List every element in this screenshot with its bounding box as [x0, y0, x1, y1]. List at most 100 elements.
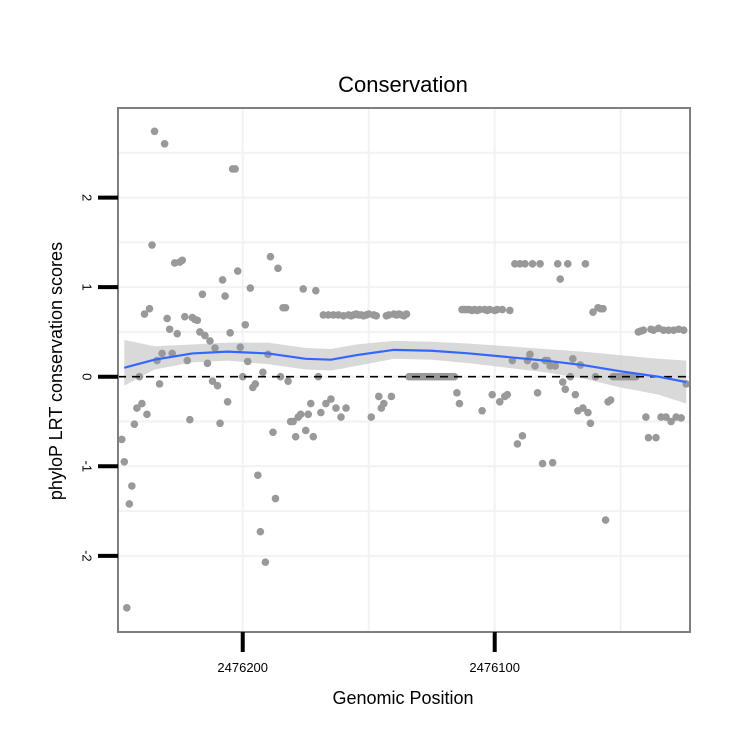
- grid-layer: [118, 108, 690, 632]
- data-point: [150, 127, 159, 136]
- data-point: [256, 527, 265, 536]
- data-point: [317, 408, 325, 417]
- data-point: [203, 359, 212, 368]
- data-point: [667, 417, 675, 426]
- data-point: [180, 312, 189, 321]
- data-point: [291, 432, 300, 441]
- data-point: [521, 260, 529, 268]
- data-point: [231, 165, 239, 173]
- data-point: [213, 381, 222, 390]
- data-point: [327, 395, 335, 403]
- data-point: [538, 459, 547, 468]
- data-point: [495, 397, 504, 406]
- data-point: [536, 260, 544, 268]
- data-point: [528, 260, 537, 268]
- data-point: [639, 326, 648, 334]
- y-axis-title: phyloP LRT conservation scores: [46, 242, 66, 500]
- data-point: [561, 385, 570, 394]
- data-point: [606, 396, 615, 404]
- data-point: [322, 399, 330, 408]
- data-point: [178, 256, 187, 265]
- data-point: [306, 399, 315, 408]
- y-tick-label: -2: [80, 550, 95, 562]
- data-point: [375, 392, 383, 401]
- data-point: [652, 433, 660, 442]
- data-point: [533, 389, 542, 397]
- data-point: [163, 314, 171, 323]
- data-point: [218, 276, 227, 284]
- data-point: [289, 417, 297, 426]
- data-point: [677, 414, 685, 422]
- data-point: [531, 362, 539, 370]
- data-point: [117, 435, 126, 444]
- data-point: [148, 241, 156, 249]
- chart-title: Conservation: [338, 72, 468, 97]
- data-point: [478, 406, 486, 415]
- data-point: [503, 390, 512, 399]
- data-point: [145, 304, 154, 313]
- ticks-layer: 2476200 2476100 2 1 0 -1 -2: [80, 194, 520, 675]
- data-point: [518, 432, 527, 440]
- data-point: [238, 372, 247, 381]
- data-point: [254, 471, 262, 480]
- data-point: [206, 337, 214, 345]
- data-point: [553, 260, 562, 268]
- data-point: [143, 410, 151, 419]
- data-point: [221, 292, 229, 300]
- data-point: [453, 389, 461, 397]
- data-point: [402, 310, 411, 318]
- data-point: [644, 433, 653, 442]
- data-point: [130, 420, 139, 428]
- data-point: [261, 558, 270, 566]
- data-point: [281, 303, 290, 312]
- data-point: [581, 260, 590, 268]
- data-point: [571, 390, 580, 399]
- data-point: [193, 316, 202, 325]
- points-layer: [117, 127, 691, 612]
- data-point: [380, 399, 388, 408]
- data-point: [274, 264, 282, 273]
- data-point: [133, 404, 141, 412]
- data-point: [160, 140, 169, 148]
- data-point: [548, 458, 557, 467]
- smooth-line-layer: [124, 348, 687, 384]
- data-point: [498, 305, 507, 314]
- data-point: [579, 404, 587, 412]
- y-tick-label: -1: [80, 461, 95, 473]
- data-point: [367, 413, 376, 421]
- data-point: [589, 308, 597, 317]
- data-point: [276, 372, 285, 381]
- data-point: [251, 380, 260, 388]
- data-point: [387, 392, 396, 401]
- data-point: [558, 378, 567, 386]
- data-point: [662, 413, 670, 421]
- data-point: [513, 440, 522, 448]
- data-point: [271, 494, 280, 503]
- y-tick-label: 0: [80, 373, 95, 380]
- data-point: [563, 260, 572, 268]
- data-point: [186, 415, 194, 424]
- data-point: [211, 344, 219, 352]
- data-point: [216, 419, 224, 428]
- data-point: [208, 377, 217, 385]
- data-point: [372, 312, 381, 320]
- y-tick-label: 2: [80, 194, 95, 201]
- plot-frame: [117, 107, 691, 633]
- data-point: [259, 368, 267, 377]
- data-point: [301, 426, 310, 435]
- data-point: [556, 275, 565, 283]
- x-tick-label: 2476200: [217, 660, 268, 675]
- data-point: [569, 355, 577, 363]
- data-point: [679, 326, 688, 334]
- data-point: [342, 404, 350, 412]
- data-point: [584, 408, 592, 417]
- data-point: [223, 397, 232, 406]
- data-point: [201, 331, 209, 340]
- data-point: [642, 413, 650, 421]
- data-point: [309, 432, 318, 441]
- data-point: [455, 399, 464, 408]
- data-point: [226, 329, 234, 337]
- data-point: [299, 285, 308, 293]
- data-point: [123, 604, 131, 612]
- data-point: [198, 290, 207, 299]
